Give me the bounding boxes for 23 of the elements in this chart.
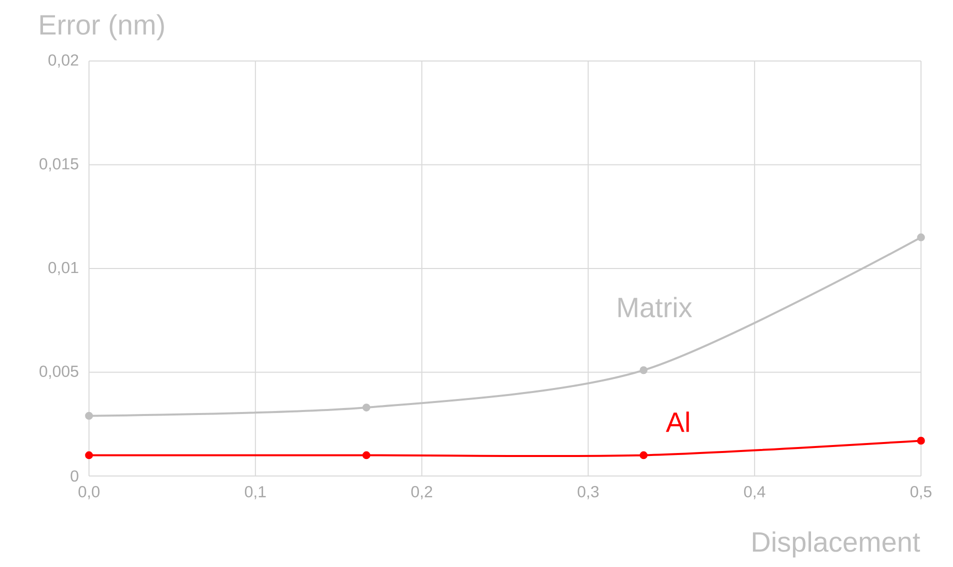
series-label: Matrix	[618, 296, 692, 318]
point	[362, 451, 370, 460]
x-tick-label: 0,0	[78, 486, 100, 500]
y-axis-title: Error (nm)	[40, 14, 164, 40]
x-axis-title: Displacement	[752, 531, 920, 558]
point	[85, 412, 93, 420]
x-tick-label: 0,5	[910, 486, 932, 500]
x-tick-label: 0,3	[578, 486, 599, 500]
point	[640, 451, 648, 460]
point	[85, 451, 93, 460]
point	[917, 436, 925, 445]
x-tick-label: 0,2	[411, 486, 432, 500]
series-label: Al	[666, 412, 689, 432]
y-tick-label: 0,005	[40, 366, 78, 379]
point	[362, 404, 370, 412]
x-tick-label: 0,4	[744, 486, 766, 500]
y-tick-label: 0,02	[48, 54, 78, 68]
point	[917, 233, 925, 242]
x-tick-label: 0,1	[244, 486, 266, 500]
y-tick-label: 0,01	[48, 262, 78, 276]
y-tick-label: 0	[70, 470, 78, 482]
y-tick-label: 0,015	[40, 158, 78, 172]
point	[640, 366, 648, 374]
